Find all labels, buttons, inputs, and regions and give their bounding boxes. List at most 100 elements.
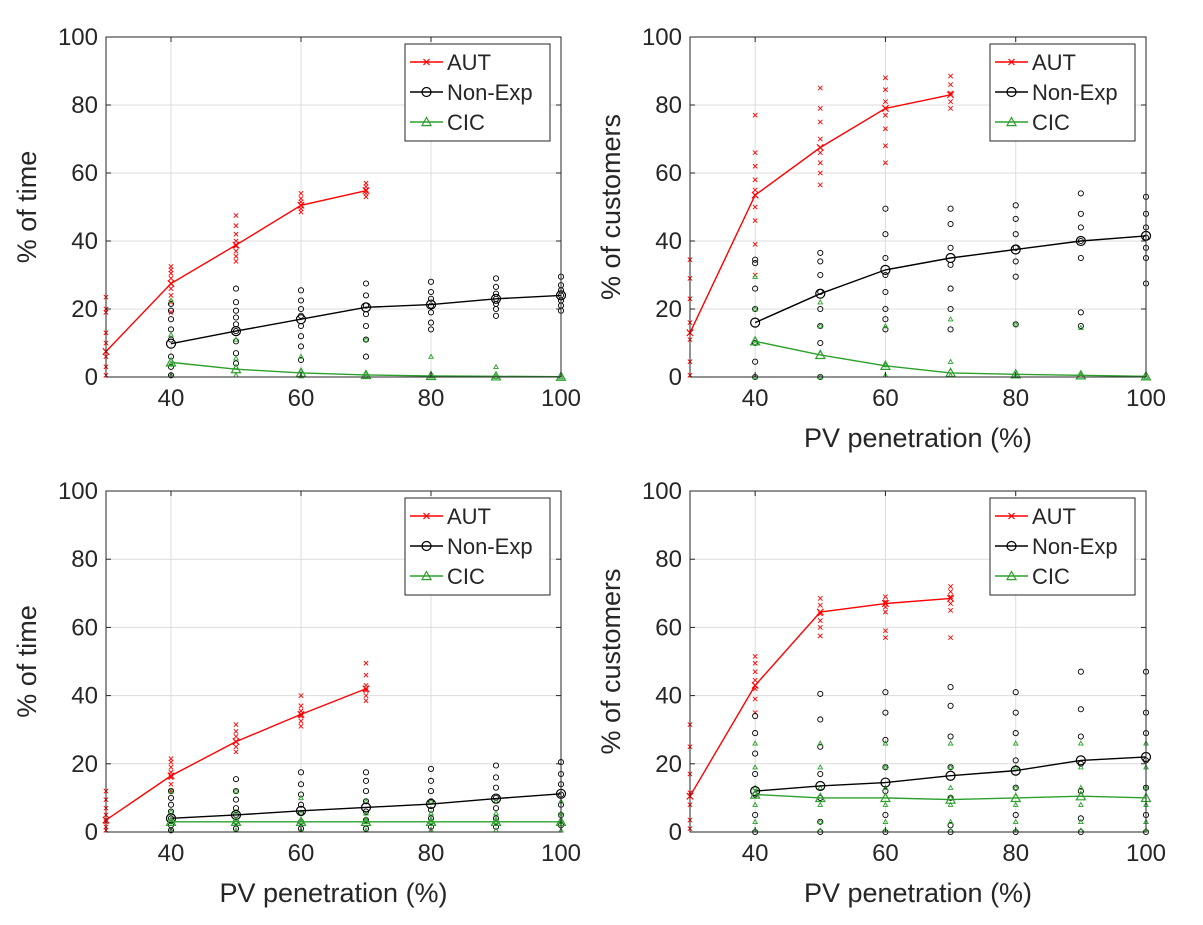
series-line-non-exp (754, 235, 1147, 324)
scatter-point (1077, 190, 1084, 197)
legend-marker (1006, 86, 1017, 98)
scatter-point (363, 698, 369, 704)
series-point (232, 241, 240, 249)
x-tick-label: 100 (1126, 840, 1166, 867)
scatter-point (362, 788, 370, 795)
y-tick-label: 100 (642, 478, 682, 505)
series-point (360, 816, 372, 826)
scatter-point (1012, 730, 1019, 737)
scatter-point (428, 810, 434, 816)
scatter-point (947, 684, 954, 691)
series-point (749, 335, 761, 346)
scatter-point (752, 660, 758, 666)
axes-box (105, 490, 562, 833)
legend: AUT Non-Exp CIC (989, 43, 1136, 142)
y-axis-label: % of customers (596, 114, 626, 300)
scatter-point (492, 312, 500, 319)
legend-marker (1008, 512, 1015, 520)
series-point (555, 370, 567, 381)
scatter-point (233, 787, 239, 794)
scatter-point (817, 818, 824, 824)
series-point (816, 143, 824, 152)
scatter-point (233, 231, 239, 237)
series-point (490, 793, 502, 804)
scatter-point (167, 316, 175, 323)
chart-panel-1: 40 60 80 100 0 20 40 60 80 100 % of time AUT Non-Exp… (12, 24, 581, 412)
y-tick-label: 20 (71, 751, 98, 778)
x-tick-label: 60 (288, 385, 315, 412)
scatter-point (1077, 818, 1084, 824)
scatter-point (167, 801, 175, 808)
series-point (360, 369, 372, 380)
x-axis-label: PV penetration (%) (219, 878, 447, 908)
scatter-point (1012, 321, 1019, 327)
series-line-cic (755, 793, 1147, 801)
scatter-point (947, 305, 954, 313)
scatter-point (427, 777, 435, 784)
scatter-aut (103, 660, 369, 833)
series-point (425, 798, 437, 810)
legend: AUT Non-Exp CIC (989, 497, 1136, 596)
scatter-point (167, 300, 175, 307)
legend-label: CIC (1032, 110, 1070, 135)
scatter-point (752, 713, 759, 720)
scatter-point (817, 150, 823, 156)
series-point (230, 809, 242, 821)
series-markers-aut (686, 91, 955, 337)
scatter-point (297, 287, 305, 294)
y-tick-label: 60 (655, 614, 682, 641)
scatter-point (1077, 210, 1084, 217)
scatter-point (817, 716, 824, 723)
scatter-point (1077, 815, 1084, 822)
scatter-point (882, 288, 889, 296)
y-axis-label: % of customers (596, 568, 626, 754)
scatter-point (817, 299, 824, 305)
y-axis-label: % of time (12, 605, 42, 718)
scatter-point (297, 333, 305, 340)
legend-marker (421, 540, 432, 552)
scatter-point (233, 749, 239, 755)
y-tick-label: 80 (71, 92, 98, 119)
scatter-point (752, 740, 759, 746)
y-tick-label: 100 (58, 478, 98, 505)
scatter-point (363, 180, 369, 186)
series-point (945, 770, 956, 781)
series-markers-aut (102, 187, 370, 356)
scatter-point (752, 801, 759, 807)
scatter-point (297, 791, 305, 798)
scatter-point (947, 220, 954, 228)
scatter-point (1012, 215, 1019, 222)
legend-label: AUT (1032, 50, 1076, 75)
scatter-point (882, 594, 888, 600)
scatter-point (948, 607, 954, 613)
scatter-point (947, 818, 954, 824)
scatter-point (492, 784, 500, 791)
legend-entry-cic: CIC (410, 564, 485, 589)
scatter-point (947, 702, 954, 709)
series-point (879, 360, 891, 370)
scatter-point (362, 777, 370, 784)
y-tick-label: 100 (58, 24, 98, 51)
scatter-point (1012, 689, 1019, 696)
scatter-point (1012, 740, 1019, 746)
scatter-point (817, 740, 824, 746)
legend-entry-cic: CIC (995, 564, 1070, 589)
series-point (230, 326, 242, 337)
x-tick-label: 40 (158, 840, 185, 867)
scatter-point (948, 99, 954, 105)
legend-marker (420, 570, 433, 581)
legend-marker (1006, 540, 1017, 552)
scatter-point (232, 314, 240, 321)
scatter-point (233, 238, 239, 244)
scatter-point (817, 258, 824, 265)
legend-entry-cic: CIC (410, 110, 485, 135)
scatter-point (882, 689, 889, 696)
scatter-point (167, 363, 175, 370)
scatter-aut (687, 73, 954, 378)
scatter-point (882, 709, 889, 716)
scatter-point (1077, 740, 1084, 746)
scatter-point (168, 331, 174, 337)
scatter-point (492, 275, 500, 282)
scatter-point (427, 806, 435, 813)
scatter-point (168, 781, 174, 787)
